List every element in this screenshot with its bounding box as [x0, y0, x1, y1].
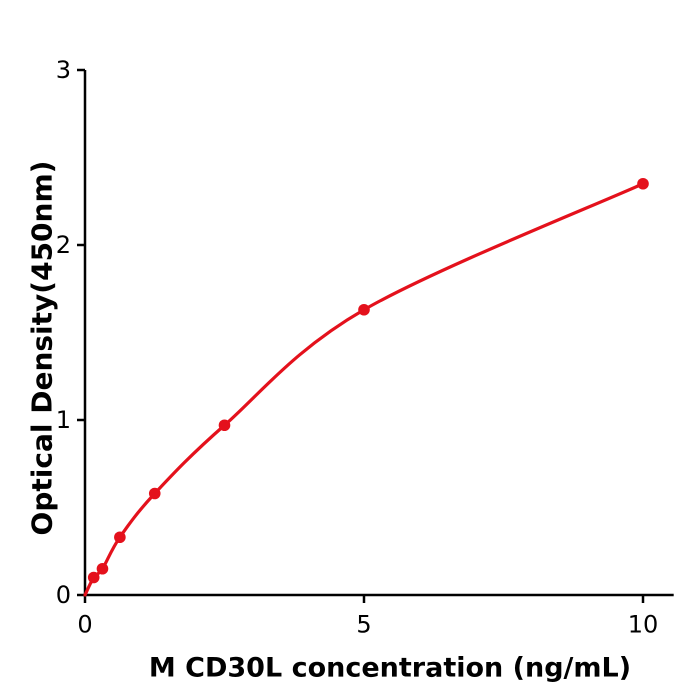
data-point-marker [87, 571, 100, 584]
data-point-marker [637, 177, 649, 190]
data-point-marker [114, 531, 126, 544]
data-point-marker [218, 419, 231, 432]
data-point-marker [358, 303, 370, 316]
x-tick-label: 5 [356, 611, 371, 639]
x-axis-title: M CD30L concentration (ng/mL) [148, 652, 632, 684]
y-tick-label: 2 [56, 231, 71, 259]
x-tick-label: 0 [77, 611, 92, 639]
y-axis-title: Optical Density(450nm) [25, 160, 59, 536]
standard-curve-line [83, 182, 645, 597]
data-point-marker [148, 487, 161, 500]
x-tick-label: 10 [628, 611, 659, 639]
y-tick-label: 3 [56, 56, 71, 84]
data-point-marker [96, 562, 109, 575]
y-tick-label: 0 [56, 581, 71, 609]
y-tick-label: 1 [56, 406, 71, 434]
